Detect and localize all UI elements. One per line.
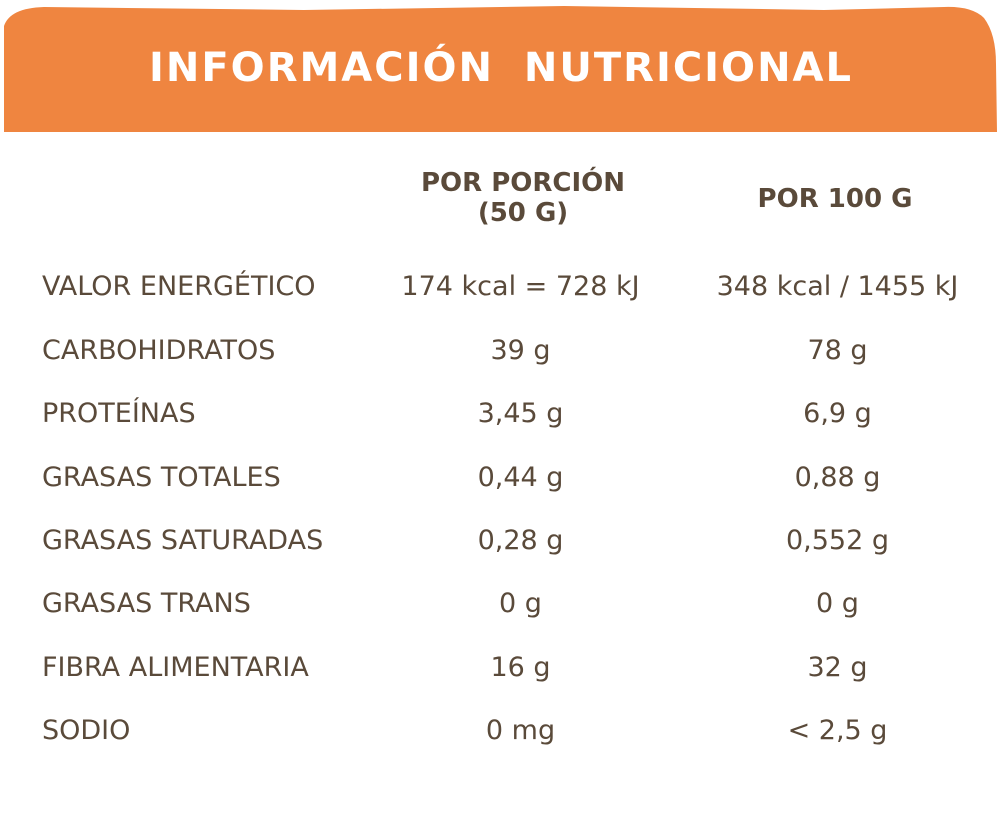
table-row: FIBRA ALIMENTARIA 16 g 32 g [0, 648, 1000, 688]
table-row: PROTEÍNAS 3,45 g 6,9 g [0, 394, 1000, 434]
column-header-per-portion-line2: (50 G) [477, 198, 569, 228]
row-value-per-portion: 39 g [490, 335, 551, 366]
row-value-per-100g: 78 g [807, 335, 868, 366]
row-value-per-100g: 0,88 g [794, 462, 881, 493]
table-row: GRASAS TOTALES 0,44 g 0,88 g [0, 458, 1000, 498]
row-value-per-100g: 32 g [807, 652, 868, 683]
row-label: PROTEÍNAS [42, 398, 196, 429]
row-value-per-100g: 0,552 g [785, 525, 890, 556]
table-row: VALOR ENERGÉTICO 174 kcal = 728 kJ 348 k… [0, 267, 1000, 307]
row-value-per-100g: 0 g [816, 588, 859, 619]
row-value-per-100g: 6,9 g [803, 398, 872, 429]
banner-shape [4, 6, 997, 132]
table-row: GRASAS TRANS 0 g 0 g [0, 584, 1000, 624]
row-value-per-portion: 174 kcal = 728 kJ [401, 271, 640, 302]
row-value-per-portion: 0 mg [485, 715, 556, 746]
row-value-per-portion: 3,45 g [477, 398, 564, 429]
table-row: GRASAS SATURADAS 0,28 g 0,552 g [0, 521, 1000, 561]
row-label: VALOR ENERGÉTICO [42, 271, 316, 302]
row-label: GRASAS SATURADAS [42, 525, 324, 556]
row-label: CARBOHIDRATOS [42, 335, 276, 366]
row-value-per-portion: 0 g [499, 588, 542, 619]
column-header-per-portion: POR PORCIÓN (50 G) [383, 168, 663, 228]
row-label: GRASAS TRANS [42, 588, 251, 619]
row-value-per-100g: < 2,5 g [787, 715, 888, 746]
title-banner: INFORMACIÓN NUTRICIONAL [4, 4, 998, 132]
column-header-per-portion-line1: POR PORCIÓN [420, 168, 626, 198]
row-label: GRASAS TOTALES [42, 462, 281, 493]
row-label: FIBRA ALIMENTARIA [42, 652, 309, 683]
row-value-per-portion: 0,44 g [477, 462, 564, 493]
row-label: SODIO [42, 715, 131, 746]
table-row: CARBOHIDRATOS 39 g 78 g [0, 331, 1000, 371]
row-value-per-100g: 348 kcal / 1455 kJ [716, 271, 959, 302]
page-title: INFORMACIÓN NUTRICIONAL [149, 45, 853, 91]
row-value-per-portion: 0,28 g [477, 525, 564, 556]
column-header-per-100g: POR 100 G [757, 184, 913, 214]
table-row: SODIO 0 mg < 2,5 g [0, 711, 1000, 751]
row-value-per-portion: 16 g [490, 652, 551, 683]
